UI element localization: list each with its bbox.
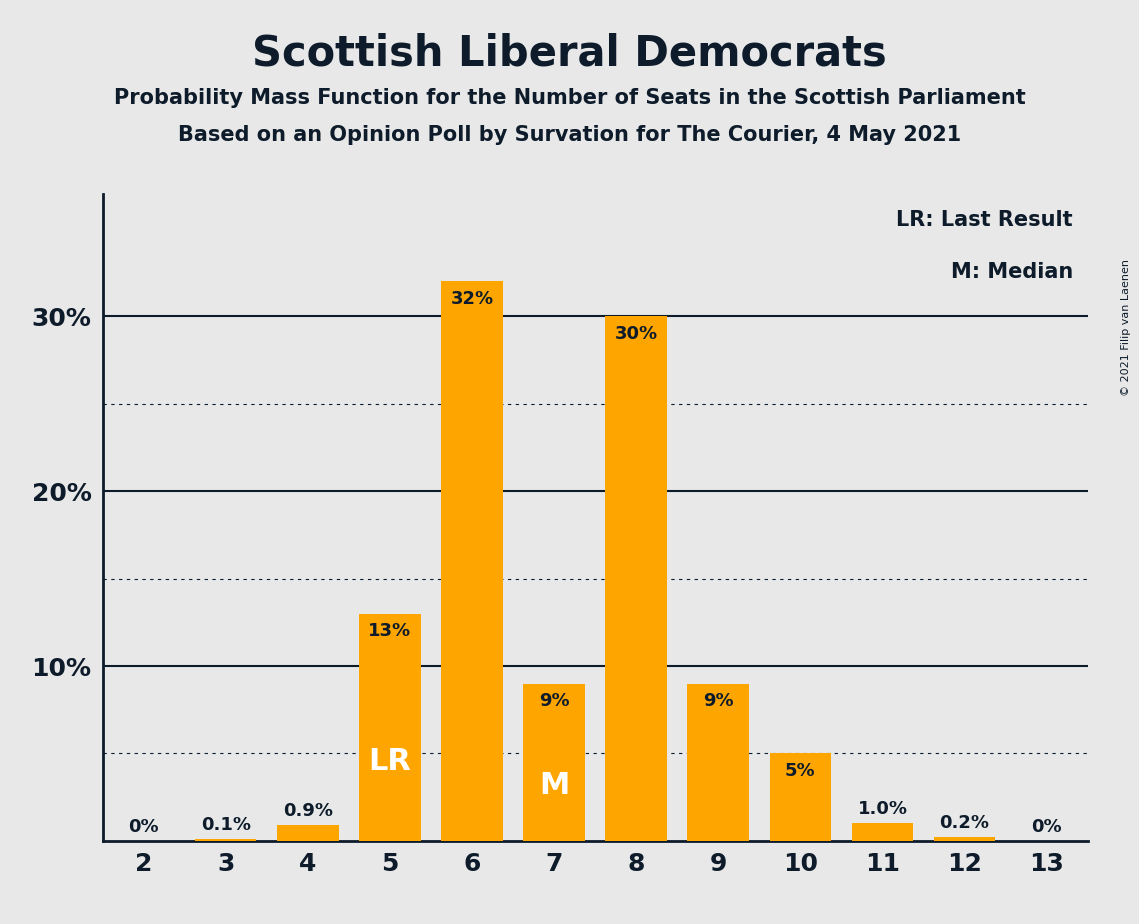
Text: Scottish Liberal Democrats: Scottish Liberal Democrats: [252, 32, 887, 74]
Text: Based on an Opinion Poll by Survation for The Courier, 4 May 2021: Based on an Opinion Poll by Survation fo…: [178, 125, 961, 145]
Text: LR: LR: [368, 747, 411, 776]
Text: LR: Last Result: LR: Last Result: [896, 211, 1073, 230]
Text: Probability Mass Function for the Number of Seats in the Scottish Parliament: Probability Mass Function for the Number…: [114, 88, 1025, 108]
Text: M: M: [539, 772, 570, 800]
Text: 5%: 5%: [785, 762, 816, 780]
Bar: [277, 825, 338, 841]
Text: 32%: 32%: [450, 290, 493, 309]
Bar: [934, 837, 995, 841]
Bar: [606, 316, 667, 841]
Text: 0.9%: 0.9%: [282, 802, 333, 820]
Text: 9%: 9%: [703, 692, 734, 711]
Text: 0%: 0%: [129, 818, 158, 835]
Bar: [770, 753, 831, 841]
Text: 0.1%: 0.1%: [200, 816, 251, 833]
Bar: [688, 684, 749, 841]
Text: M: Median: M: Median: [951, 262, 1073, 282]
Text: 13%: 13%: [368, 623, 411, 640]
Bar: [195, 839, 256, 841]
Text: 30%: 30%: [615, 325, 657, 343]
Text: 0%: 0%: [1032, 818, 1062, 835]
Text: 1.0%: 1.0%: [858, 800, 908, 818]
Text: 0.2%: 0.2%: [940, 814, 990, 833]
Bar: [441, 282, 502, 841]
Bar: [523, 684, 584, 841]
Bar: [852, 823, 913, 841]
Text: © 2021 Filip van Laenen: © 2021 Filip van Laenen: [1121, 259, 1131, 395]
Bar: [359, 614, 420, 841]
Text: 9%: 9%: [539, 692, 570, 711]
